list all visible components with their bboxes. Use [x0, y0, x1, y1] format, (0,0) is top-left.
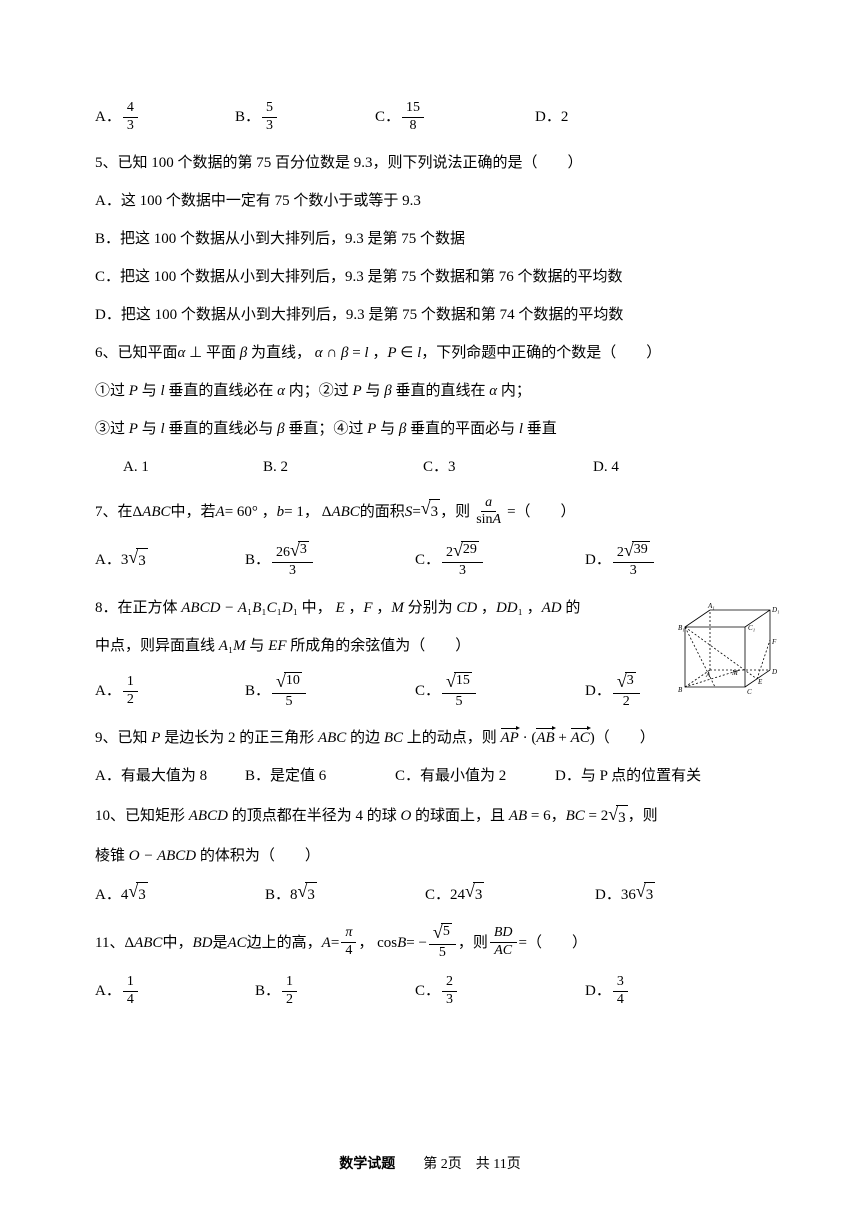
svg-text:E: E: [757, 678, 763, 686]
q5-d: D．把这 100 个数据从小到大排列后，9.3 是第 75 个数据和第 74 个…: [95, 303, 780, 327]
q5-b: B．把这 100 个数据从小到大排列后，9.3 是第 75 个数据: [95, 227, 780, 251]
q5-a: A．这 100 个数据中一定有 75 个数小于或等于 9.3: [95, 189, 780, 213]
svg-text:B₁: B₁: [678, 624, 685, 632]
q7-stem: 7、在 ΔABC 中，若 A = 60° ，b = 1， ΔABC 的面积 S …: [95, 495, 780, 530]
svg-text:C₁: C₁: [748, 624, 755, 632]
svg-text:D: D: [771, 668, 777, 676]
page-footer: 数学试题 第 2页 共 11页: [0, 1154, 860, 1176]
q11-options: A． 14 B． 12 C． 23 D． 34: [95, 974, 780, 1009]
q4-options: A． 43 B． 53 C． 158 D． 2: [95, 100, 780, 135]
q9-stem: 9、已知 P 是边长为 2 的正三角形 ABC 的边 BC 上的动点，则 AP …: [95, 726, 780, 750]
svg-text:A₁: A₁: [707, 602, 715, 610]
opt-d-label: D．: [535, 105, 561, 129]
q10-stem: 10、已知矩形 ABCD 的顶点都在半径为 4 的球 O 的球面上，且 AB =…: [95, 804, 780, 830]
opt-c-label: C．: [375, 105, 400, 129]
q6-options: A. 1 B. 2 C．3 D. 4: [95, 455, 780, 479]
q11-stem: 11、ΔABC 中， BD 是 AC 边上的高， A = π4， cosB = …: [95, 923, 780, 962]
q6-line1: ①过 P 与 l 垂直的直线必在 α 内；②过 P 与 β 垂直的直线在 α 内…: [95, 379, 780, 403]
opt-b-label: B．: [235, 105, 260, 129]
svg-text:D₁: D₁: [771, 606, 780, 614]
q6-line2: ③过 P 与 l 垂直的直线必与 β 垂直；④过 P 与 β 垂直的平面必与 l…: [95, 417, 780, 441]
q7-options: A． 3√3 B． 26√33 C． 2√293 D． 2√393: [95, 541, 780, 580]
svg-text:B: B: [678, 686, 683, 694]
opt-a-label: A．: [95, 105, 121, 129]
q5-stem: 5、已知 100 个数据的第 75 百分位数是 9.3，则下列说法正确的是（ ）: [95, 151, 780, 175]
q6-stem: 6、已知平面α ⊥ 平面 β 为直线， α ∩ β = l ，P ∈ l，下列命…: [95, 341, 780, 365]
svg-text:C: C: [747, 688, 752, 696]
q5-c: C．把这 100 个数据从小到大排列后，9.3 是第 75 个数据和第 76 个…: [95, 265, 780, 289]
svg-text:M: M: [731, 669, 739, 677]
q10-options: A． 4√3 B． 8√3 C． 24√3 D． 36√3: [95, 882, 780, 907]
q9-options: A．有最大值为 8 B．是定值 6 C．有最小值为 2 D．与 P 点的位置有关: [95, 764, 780, 788]
svg-text:A: A: [705, 671, 711, 679]
cube-figure: A₁ B₁ C₁ D₁ A B C D E F M: [670, 602, 780, 702]
q10-line2: 棱锥 O − ABCD 的体积为（ ）: [95, 844, 780, 868]
svg-text:F: F: [771, 638, 777, 646]
